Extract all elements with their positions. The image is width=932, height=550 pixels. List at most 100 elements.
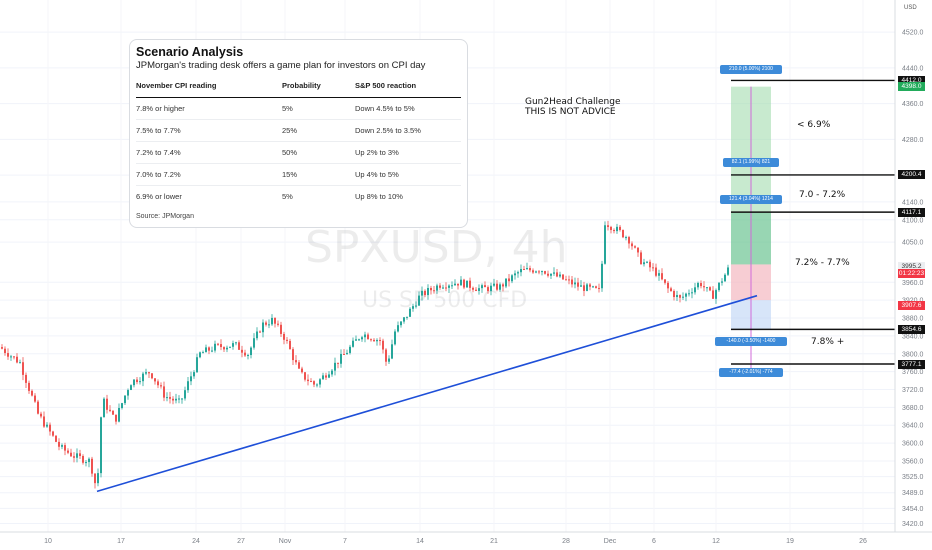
candle-body	[364, 334, 366, 338]
candle-body	[106, 398, 108, 410]
candle-body	[25, 374, 27, 383]
candle-body	[187, 381, 189, 391]
candle-body	[232, 343, 234, 347]
candle-body	[34, 395, 36, 402]
candle-body	[610, 226, 612, 231]
candle-body	[142, 373, 144, 382]
candle-body	[301, 368, 303, 373]
candle-body	[13, 356, 15, 358]
candle-body	[49, 424, 51, 432]
candle-body	[580, 285, 582, 287]
candle-body	[604, 225, 606, 264]
candle-body	[697, 283, 699, 288]
candle-body	[703, 286, 705, 288]
candles	[1, 220, 729, 489]
level-label-2: 7.0 - 7.2%	[799, 190, 846, 200]
candle-body	[208, 347, 210, 351]
position-label: 82.1 (1.99%) 821	[723, 158, 779, 168]
candle-body	[589, 284, 591, 287]
card-subtitle: JPMorgan's trading desk offers a game pl…	[136, 60, 426, 71]
candle-body	[361, 337, 363, 340]
candle-body	[478, 288, 480, 291]
candle-body	[220, 344, 222, 348]
y-tick-label: 3454.0	[902, 506, 924, 513]
candle-body	[409, 308, 411, 317]
table-cell: 7.2% to 7.4%	[136, 141, 282, 164]
x-axis: 10 17 24 27 Nov 7 14 21 28 Dec 6 12 19 26	[44, 538, 867, 545]
x-tick-label: 6	[652, 538, 656, 545]
candle-body	[349, 346, 351, 353]
x-tick-label: 17	[117, 538, 125, 545]
candle-body	[658, 273, 660, 276]
candle-body	[631, 243, 633, 247]
level-label-3: 7.2% - 7.7%	[795, 258, 850, 268]
y-tick-label: 3800.0	[902, 351, 924, 358]
y-tick-label: 3720.0	[902, 387, 924, 394]
candle-body	[556, 272, 558, 277]
candle-body	[205, 347, 207, 353]
candle-body	[706, 287, 708, 289]
candle-body	[607, 225, 609, 227]
table-cell: 50%	[282, 141, 355, 164]
candle-body	[370, 339, 372, 341]
candle-body	[244, 352, 246, 356]
table-cell: Down 2.5% to 3.5%	[355, 119, 461, 142]
y-tick-label: 4440.0	[902, 65, 924, 72]
candle-body	[325, 375, 327, 378]
candle-body	[178, 398, 180, 400]
candle-body	[583, 285, 585, 291]
x-tick-label: 19	[786, 538, 794, 545]
candle-body	[523, 269, 525, 271]
candle-body	[382, 340, 384, 350]
candle-body	[424, 290, 426, 296]
price-tag: 3854.6	[898, 324, 925, 334]
candle-body	[313, 381, 315, 385]
candle-body	[415, 305, 417, 307]
candle-body	[115, 414, 117, 422]
candle-body	[241, 349, 243, 353]
candle-body	[502, 284, 504, 287]
candle-body	[250, 347, 252, 356]
x-tick-label: 27	[237, 538, 245, 545]
x-tick-label: Nov	[279, 538, 292, 545]
candle-body	[109, 409, 111, 411]
candle-body	[277, 323, 279, 325]
candle-body	[16, 356, 18, 363]
candle-body	[625, 237, 627, 239]
candle-body	[184, 390, 186, 399]
candle-body	[535, 271, 537, 273]
candle-body	[385, 349, 387, 362]
candle-body	[271, 317, 273, 325]
table-cell: Down 4.5% to 5%	[355, 97, 461, 120]
table-row: 7.5% to 7.7% 25% Down 2.5% to 3.5%	[136, 119, 461, 142]
candle-body	[682, 296, 684, 298]
y-tick-label: 4360.0	[902, 101, 924, 108]
candle-body	[343, 353, 345, 355]
candle-body	[103, 398, 105, 418]
candle-body	[154, 378, 156, 382]
y-tick-label: 3525.0	[902, 474, 924, 481]
candle-body	[712, 290, 714, 299]
candle-body	[175, 398, 177, 401]
candle-body	[442, 287, 444, 289]
candle-body	[7, 353, 9, 357]
candle-body	[724, 274, 726, 282]
price-tag: 4200.4	[898, 170, 925, 180]
y-tick-label: 3760.0	[902, 369, 924, 376]
y-tick-label: 3600.0	[902, 441, 924, 448]
candle-body	[121, 403, 123, 408]
x-tick-label: 12	[712, 538, 720, 545]
candle-body	[541, 271, 543, 273]
candle-body	[571, 279, 573, 285]
position-label: -77.4 (-2.01%) -774	[718, 368, 784, 378]
candle-body	[508, 278, 510, 282]
position-zones	[731, 86, 771, 374]
candle-body	[562, 274, 564, 280]
candle-body	[76, 453, 78, 458]
candle-body	[373, 339, 375, 342]
candle-body	[463, 279, 465, 288]
candle-body	[670, 288, 672, 292]
candle-body	[235, 342, 237, 344]
candle-body	[229, 346, 231, 348]
candle-body	[82, 456, 84, 463]
